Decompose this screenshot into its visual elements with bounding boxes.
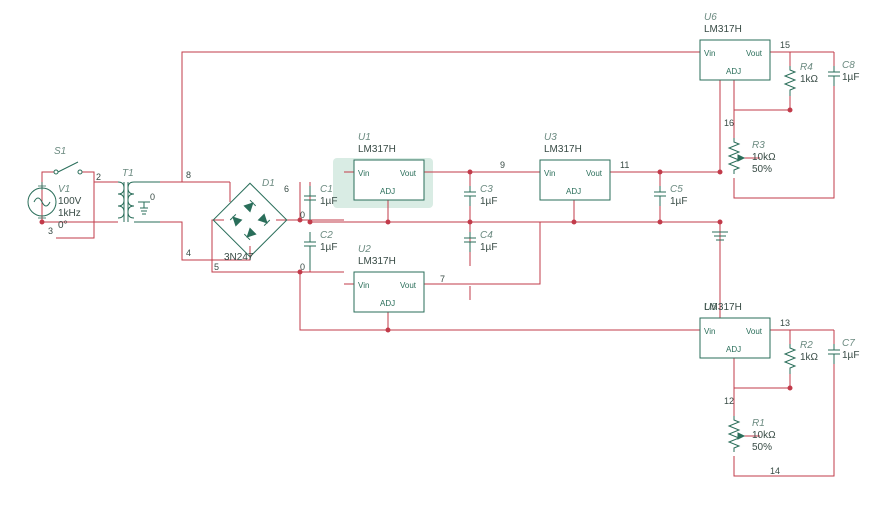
svg-text:3: 3 <box>48 226 53 236</box>
labels: S1 V1 100V 1kHz 0° T1 D1 3N247 U1 LM317H… <box>48 12 859 476</box>
svg-text:1µF: 1µF <box>842 72 859 83</box>
reg-u2[interactable]: Vin Vout ADJ <box>354 272 424 312</box>
svg-text:R1: R1 <box>752 418 765 429</box>
svg-text:Vin: Vin <box>704 49 715 58</box>
svg-text:8: 8 <box>186 170 191 180</box>
svg-text:C3: C3 <box>480 184 493 195</box>
svg-text:16: 16 <box>724 118 734 128</box>
svg-text:R3: R3 <box>752 140 765 151</box>
svg-text:11: 11 <box>620 160 629 170</box>
svg-text:5: 5 <box>214 262 219 272</box>
svg-text:C1: C1 <box>320 184 333 195</box>
pot-r3[interactable] <box>729 138 744 174</box>
svg-text:1µF: 1µF <box>480 196 497 207</box>
reg-u1[interactable]: Vin Vout ADJ <box>354 160 424 200</box>
svg-text:LM317H: LM317H <box>704 302 742 313</box>
svg-text:0: 0 <box>150 192 155 202</box>
svg-text:1µF: 1µF <box>480 242 497 253</box>
svg-text:Vin: Vin <box>358 281 369 290</box>
schematic-canvas[interactable]: Vin Vout ADJ Vin Vout ADJ Vin Vout ADJ V… <box>0 0 870 509</box>
svg-text:0°: 0° <box>58 220 68 231</box>
svg-text:C2: C2 <box>320 230 333 241</box>
svg-text:C4: C4 <box>480 230 493 241</box>
svg-text:7: 7 <box>440 274 445 284</box>
transformer-t1[interactable] <box>118 182 160 222</box>
cap-c7[interactable] <box>828 344 840 364</box>
svg-text:Vin: Vin <box>704 327 715 336</box>
svg-text:13: 13 <box>780 318 790 328</box>
svg-text:U1: U1 <box>358 132 371 143</box>
svg-text:1kHz: 1kHz <box>58 208 81 219</box>
svg-text:10kΩ: 10kΩ <box>752 430 776 441</box>
svg-text:ADJ: ADJ <box>380 187 395 196</box>
svg-text:1µF: 1µF <box>320 242 337 253</box>
svg-text:ADJ: ADJ <box>566 187 581 196</box>
res-r2[interactable] <box>785 344 795 374</box>
svg-text:9: 9 <box>500 160 505 170</box>
reg-u6[interactable]: Vin Vout ADJ <box>700 40 770 80</box>
svg-text:14: 14 <box>770 466 780 476</box>
switch-s1[interactable] <box>54 162 82 174</box>
svg-text:Vout: Vout <box>400 281 417 290</box>
svg-text:ADJ: ADJ <box>726 345 741 354</box>
svg-text:4: 4 <box>186 248 191 258</box>
svg-text:C5: C5 <box>670 184 683 195</box>
cap-c8[interactable] <box>828 66 840 86</box>
svg-text:15: 15 <box>780 40 790 50</box>
svg-text:Vout: Vout <box>746 327 763 336</box>
svg-text:R2: R2 <box>800 340 813 351</box>
svg-text:100V: 100V <box>58 196 82 207</box>
pot-r1[interactable] <box>729 416 744 452</box>
svg-text:T1: T1 <box>122 168 134 179</box>
cap-c5[interactable] <box>654 186 666 206</box>
svg-text:R4: R4 <box>800 62 813 73</box>
svg-text:50%: 50% <box>752 164 772 175</box>
wires <box>40 52 834 476</box>
cap-c3[interactable] <box>464 186 476 206</box>
svg-text:50%: 50% <box>752 442 772 453</box>
svg-text:C7: C7 <box>842 338 855 349</box>
svg-text:Vin: Vin <box>358 169 369 178</box>
bridge-d1[interactable] <box>213 183 287 257</box>
svg-text:ADJ: ADJ <box>380 299 395 308</box>
svg-text:12: 12 <box>724 396 734 406</box>
svg-text:0: 0 <box>300 262 305 272</box>
svg-text:1µF: 1µF <box>842 350 859 361</box>
svg-text:V1: V1 <box>58 184 70 195</box>
res-r4[interactable] <box>785 66 795 96</box>
svg-text:10kΩ: 10kΩ <box>752 152 776 163</box>
svg-text:3N247: 3N247 <box>224 252 254 263</box>
svg-text:LM317H: LM317H <box>358 144 396 155</box>
svg-text:Vout: Vout <box>586 169 603 178</box>
reg-u3[interactable]: Vin Vout ADJ <box>540 160 610 200</box>
svg-text:1kΩ: 1kΩ <box>800 352 819 363</box>
svg-text:Vout: Vout <box>400 169 417 178</box>
svg-text:LM317H: LM317H <box>544 144 582 155</box>
svg-text:D1: D1 <box>262 178 275 189</box>
cap-c2[interactable] <box>304 232 316 270</box>
svg-text:Vout: Vout <box>746 49 763 58</box>
cap-c4[interactable] <box>464 232 476 252</box>
svg-text:1µF: 1µF <box>320 196 337 207</box>
svg-text:U6: U6 <box>704 12 717 23</box>
cap-c1[interactable] <box>304 186 316 220</box>
svg-text:1µF: 1µF <box>670 196 687 207</box>
svg-text:U2: U2 <box>358 244 371 255</box>
svg-text:6: 6 <box>284 184 289 194</box>
svg-text:0: 0 <box>300 210 305 220</box>
svg-text:C8: C8 <box>842 60 855 71</box>
svg-text:2: 2 <box>96 172 101 182</box>
svg-text:1kΩ: 1kΩ <box>800 74 819 85</box>
svg-text:U3: U3 <box>544 132 557 143</box>
svg-text:S1: S1 <box>54 146 66 157</box>
svg-text:ADJ: ADJ <box>726 67 741 76</box>
reg-u5[interactable]: Vin Vout ADJ <box>700 318 770 358</box>
svg-text:LM317H: LM317H <box>358 256 396 267</box>
svg-text:LM317H: LM317H <box>704 24 742 35</box>
svg-text:Vin: Vin <box>544 169 555 178</box>
